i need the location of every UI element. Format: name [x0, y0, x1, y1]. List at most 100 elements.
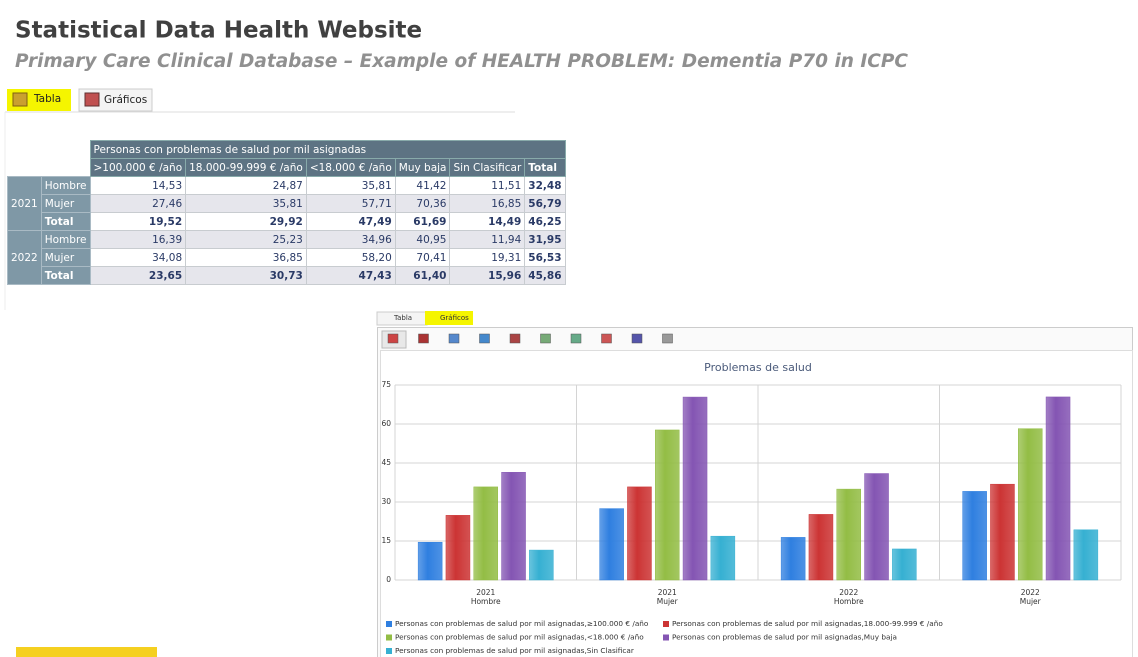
- bar: [710, 535, 736, 581]
- toolbar-icon[interactable]: [448, 333, 460, 344]
- table-cell: 40,95: [394, 230, 451, 249]
- table-cell: 24,87: [185, 176, 307, 195]
- header-row: Personas con problemas de salud por mil …: [7, 140, 566, 159]
- table-row: 2021 Hombre 14,53 24,87 35,81 41,42 11,51 32,48: [7, 176, 566, 231]
- legend-swatch: [386, 648, 392, 654]
- y-tick-label: 30: [381, 497, 391, 506]
- toolbar: [381, 330, 673, 349]
- y-tick-label: 0: [386, 575, 391, 584]
- table-row: Mujer 27,46 35,81 57,71 70,36 16,85 56,79: [8, 194, 566, 213]
- bar: [808, 514, 834, 581]
- table-cell: 32,48: [524, 176, 566, 195]
- x-tick-label: 2021: [476, 588, 495, 597]
- x-tick-label: Hombre: [471, 597, 501, 606]
- legend-label[interactable]: Personas con problemas de salud por mil …: [395, 646, 634, 655]
- legend-label[interactable]: Personas con problemas de salud por mil …: [395, 633, 644, 642]
- table-cell: 35,81: [305, 176, 396, 195]
- tab[interactable]: Gráficos: [440, 314, 469, 322]
- table-cell: 19,31: [449, 248, 526, 267]
- tab[interactable]: Tabla: [33, 93, 61, 105]
- bar: [1045, 396, 1071, 581]
- toolbar-icon[interactable]: [509, 333, 521, 344]
- toolbar-icon[interactable]: [387, 333, 399, 344]
- table-cell: 27,46: [89, 194, 187, 213]
- bar: [417, 541, 443, 581]
- legend-label[interactable]: Personas con problemas de salud por mil …: [672, 633, 897, 642]
- legend-swatch: [663, 621, 669, 627]
- legend-label[interactable]: Personas con problemas de salud por mil …: [672, 619, 943, 628]
- column-header: >100.000 € /año: [89, 158, 187, 177]
- bar: [501, 472, 526, 581]
- table-cell: 56,53: [524, 248, 566, 267]
- table-row: 2022 Hombre 16,39 25,23 34,96 40,95 11,94 31,95: [7, 230, 566, 285]
- page-subtitle: Primary Care Clinical Database – Example…: [15, 51, 908, 72]
- toolbar-icon[interactable]: [631, 333, 643, 344]
- blank-cell: [7, 158, 42, 177]
- x-tick-label: 2021: [658, 588, 677, 597]
- table-cell: 70,36: [394, 194, 451, 213]
- toolbar-icon[interactable]: [570, 333, 582, 344]
- toolbar-icon[interactable]: [479, 333, 490, 344]
- toolbar-icon[interactable]: [601, 333, 612, 344]
- x-tick-label: Mujer: [657, 597, 679, 606]
- row-label: Hombre: [40, 230, 91, 249]
- y-tick-label: 75: [381, 380, 391, 389]
- data-table: Personas con problemas de salud por mil …: [7, 140, 566, 285]
- bar: [473, 486, 498, 581]
- table-cell: 14,49: [449, 212, 526, 231]
- table-cell: 46,25: [524, 212, 566, 231]
- legend-swatch: [386, 634, 392, 641]
- table-cell: 25,23: [185, 230, 307, 249]
- legend-label[interactable]: Personas con problemas de salud por mil …: [395, 619, 649, 628]
- year-cell: 2021: [7, 176, 42, 231]
- table-cell: 58,20: [305, 248, 396, 267]
- blank-cell: [41, 140, 90, 159]
- y-tick-label: 60: [381, 419, 391, 428]
- row-label: Hombre: [40, 176, 91, 195]
- table-caption: Personas con problemas de salud por mil …: [89, 140, 566, 159]
- row-label: Total: [40, 212, 91, 231]
- bar: [892, 548, 917, 581]
- toolbar-icon[interactable]: [662, 333, 673, 344]
- y-tick-label: 45: [381, 458, 391, 467]
- bar: [445, 515, 471, 581]
- table-row: Mujer 34,08 36,85 58,20 70,41 19,31 56,53: [8, 248, 566, 267]
- tab-icon: [12, 92, 28, 107]
- table-cell: 34,08: [89, 248, 187, 267]
- legend-swatch: [386, 621, 392, 627]
- tab[interactable]: Tabla: [393, 314, 412, 322]
- bar: [780, 537, 806, 581]
- table-cell: 70,41: [394, 248, 451, 267]
- table-cell: 47,43: [305, 266, 396, 285]
- y-tick-label: 15: [381, 536, 391, 545]
- row-label: Mujer: [40, 194, 91, 213]
- table-cell: 36,85: [185, 248, 307, 267]
- column-header: Muy baja: [394, 158, 451, 177]
- chart-title: Problemas de salud: [704, 361, 812, 374]
- legend-swatch: [663, 634, 669, 641]
- table-cell: 31,95: [524, 230, 566, 249]
- table-cell: 11,94: [449, 230, 526, 249]
- column-header: Sin Clasificar: [449, 158, 526, 177]
- table-cell: 14,53: [89, 176, 187, 195]
- table-cell: 61,40: [394, 266, 451, 285]
- column-header: Total: [524, 158, 566, 177]
- table-cell: 16,85: [449, 194, 526, 213]
- table-cell: 16,39: [89, 230, 187, 249]
- bar: [836, 488, 861, 581]
- bar: [962, 491, 987, 581]
- page-title: Statistical Data Health Website: [15, 18, 422, 44]
- tab[interactable]: Gráficos: [104, 94, 147, 106]
- table-cell: 45,86: [524, 266, 566, 285]
- bar: [864, 473, 889, 581]
- table-cell: 23,65: [89, 266, 187, 285]
- toolbar-icon[interactable]: [540, 333, 551, 344]
- toolbar-icon[interactable]: [418, 333, 429, 344]
- bar: [655, 429, 680, 581]
- row-label: Mujer: [40, 248, 91, 267]
- footer-badge: [16, 647, 157, 657]
- table-cell: 34,96: [305, 230, 396, 249]
- table-cell: 61,69: [394, 212, 451, 231]
